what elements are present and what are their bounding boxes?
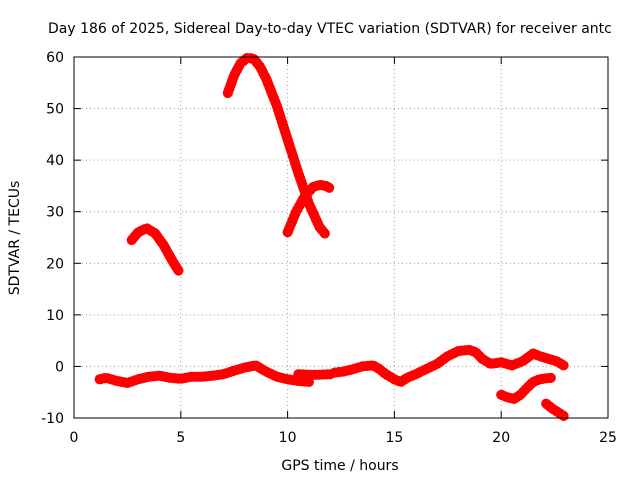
series-noise-track-h xyxy=(541,398,571,422)
y-tick-label: 40 xyxy=(46,153,64,169)
x-axis-title: GPS time / hours xyxy=(281,458,398,474)
x-tick-label: 15 xyxy=(385,430,403,446)
series-noise-track-d xyxy=(94,360,314,388)
x-tick-label: 25 xyxy=(599,430,617,446)
series-noise-track-g xyxy=(496,372,558,404)
y-tick-label: 30 xyxy=(46,205,64,221)
plot-frame xyxy=(73,56,609,419)
series-noise-track-f xyxy=(329,344,571,387)
y-tick-label: 60 xyxy=(46,50,64,66)
axes: 0 5 10 15 20 25 -10 0 10 20 30 40 50 60 xyxy=(41,50,617,446)
series-noise-track-c xyxy=(282,179,336,238)
series-noise-track-e xyxy=(293,369,336,380)
x-tick-label: 20 xyxy=(492,430,510,446)
series-noise-track-a xyxy=(126,223,184,276)
data-traces xyxy=(94,53,571,422)
y-tick-label: 20 xyxy=(46,256,64,272)
y-tick-label: 10 xyxy=(46,308,64,324)
x-tick-label: 0 xyxy=(70,430,79,446)
chart-title: Day 186 of 2025, Sidereal Day-to-day VTE… xyxy=(48,21,612,37)
y-axis-title: SDTVAR / TECUs xyxy=(7,181,23,296)
series-noise-track-b xyxy=(222,53,331,240)
y-tick-label: -10 xyxy=(41,411,64,427)
x-tick-label: 10 xyxy=(279,430,297,446)
x-tick-label: 5 xyxy=(176,430,185,446)
y-tick-label: 0 xyxy=(55,359,64,375)
y-tick-label: 50 xyxy=(46,102,64,118)
